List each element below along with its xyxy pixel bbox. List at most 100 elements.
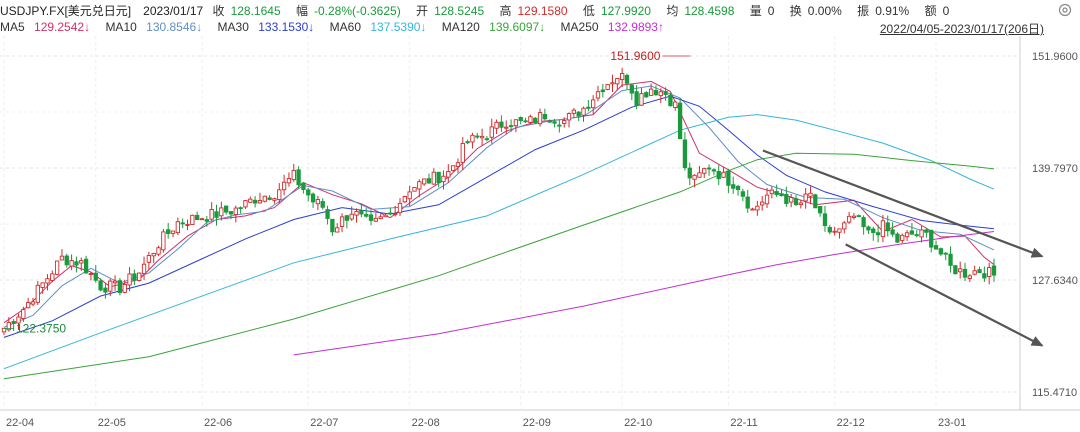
- candle-body: [779, 193, 784, 197]
- candle-body: [127, 273, 132, 286]
- candle-body: [904, 232, 910, 238]
- close-value: 128.1645: [230, 4, 281, 18]
- candle-body: [156, 247, 161, 255]
- change-label: 幅: [295, 4, 308, 18]
- candle-body: [359, 210, 364, 215]
- candle-body: [35, 284, 40, 303]
- gear-icon[interactable]: [1058, 3, 1072, 17]
- candle-body: [470, 134, 475, 143]
- candle-body: [653, 90, 659, 96]
- candle-body: [315, 199, 321, 205]
- candle-body: [228, 211, 234, 215]
- candle-body: [383, 214, 388, 218]
- candle-body: [407, 191, 412, 200]
- candle-body: [219, 207, 224, 217]
- candle-body: [214, 211, 219, 218]
- candle-body: [692, 174, 697, 180]
- candlestick-chart[interactable]: 22-04 22-05 22-06 22-07 22-08 22-09 22-10 22-11…: [0, 36, 1080, 432]
- candle-body: [272, 198, 277, 201]
- turnover-value: 0.00%: [807, 4, 842, 18]
- candle-body: [808, 192, 813, 197]
- candle-body: [378, 216, 383, 220]
- candle-body: [576, 111, 581, 117]
- candle-body: [484, 138, 490, 141]
- candle-body: [938, 248, 944, 255]
- candle-body: [306, 189, 311, 196]
- candle-body: [769, 189, 775, 195]
- candle-body: [668, 94, 673, 107]
- candle-body: [199, 218, 205, 221]
- x-tick-label: 22-09: [523, 417, 551, 429]
- candle-body: [195, 214, 200, 221]
- amplitude-value: 0.91%: [875, 4, 910, 18]
- candle-body: [108, 280, 113, 292]
- candle-body: [166, 229, 171, 235]
- candle-body: [16, 316, 21, 324]
- candle-body: [494, 121, 499, 129]
- candle-body: [784, 193, 789, 205]
- candle-body: [663, 91, 668, 95]
- candle-body: [933, 245, 939, 250]
- candle-body: [943, 252, 948, 255]
- volume-label: 量: [749, 4, 762, 18]
- candle-body: [760, 201, 765, 206]
- change-value: -0.28%(-0.3625): [313, 4, 401, 18]
- candle-body: [421, 178, 427, 185]
- candle-body: [542, 113, 548, 120]
- candle-body: [325, 209, 330, 219]
- ma30-legend: MA30 133.1530↓: [217, 20, 315, 34]
- candle-body: [417, 181, 422, 190]
- candle-body: [953, 265, 958, 275]
- candle-body: [185, 224, 190, 226]
- candle-body: [455, 162, 461, 167]
- candle-body: [175, 221, 181, 234]
- y-tick-label: 127.6340: [1032, 275, 1078, 287]
- candle-body: [977, 269, 982, 274]
- candle-body: [335, 227, 340, 233]
- candle-body: [798, 202, 803, 206]
- candle-body: [291, 169, 296, 181]
- candle-body: [619, 73, 625, 80]
- candle-body: [88, 273, 94, 275]
- ma120-legend: MA120 139.6097↓: [441, 20, 546, 34]
- candle-body: [528, 116, 533, 123]
- candle-body: [364, 214, 369, 217]
- candle-body: [842, 222, 847, 230]
- candle-body: [547, 120, 552, 123]
- candle-body: [54, 260, 60, 275]
- candle-body: [223, 205, 229, 213]
- candle-body: [615, 78, 620, 85]
- candle-body: [248, 198, 253, 203]
- candle-body: [731, 184, 736, 189]
- open-value: 128.5245: [434, 4, 485, 18]
- candle-body: [146, 255, 152, 263]
- candle-body: [441, 175, 446, 183]
- candle-body: [958, 268, 963, 273]
- candle-body: [475, 135, 480, 138]
- candle-body: [557, 124, 562, 127]
- candle-body: [605, 84, 610, 90]
- candle-body: [837, 228, 842, 233]
- candle-body: [40, 282, 45, 288]
- candle-body: [460, 143, 465, 163]
- candle-body: [846, 215, 852, 223]
- date-range-selector[interactable]: 2022/04/05-2023/01/17(206日): [879, 22, 1044, 36]
- amount-value: 0: [942, 4, 950, 18]
- quote-date: 2023/01/17: [143, 4, 204, 18]
- candle-body: [673, 101, 678, 108]
- candle-body: [571, 109, 577, 114]
- candle-body: [586, 106, 591, 109]
- ma250-legend: MA250 132.9893↑: [560, 20, 664, 34]
- candle-body: [706, 167, 712, 170]
- candle-body: [479, 135, 485, 139]
- candle-body: [658, 91, 663, 97]
- candle-body: [402, 196, 407, 203]
- candle-body: [446, 171, 451, 178]
- candle-body: [388, 212, 393, 215]
- candle-body: [914, 234, 919, 237]
- candle-body: [499, 121, 504, 128]
- candle-body: [972, 270, 977, 275]
- x-tick-label: 22-08: [412, 417, 440, 429]
- candle-body: [513, 119, 519, 127]
- candle-body: [518, 117, 523, 121]
